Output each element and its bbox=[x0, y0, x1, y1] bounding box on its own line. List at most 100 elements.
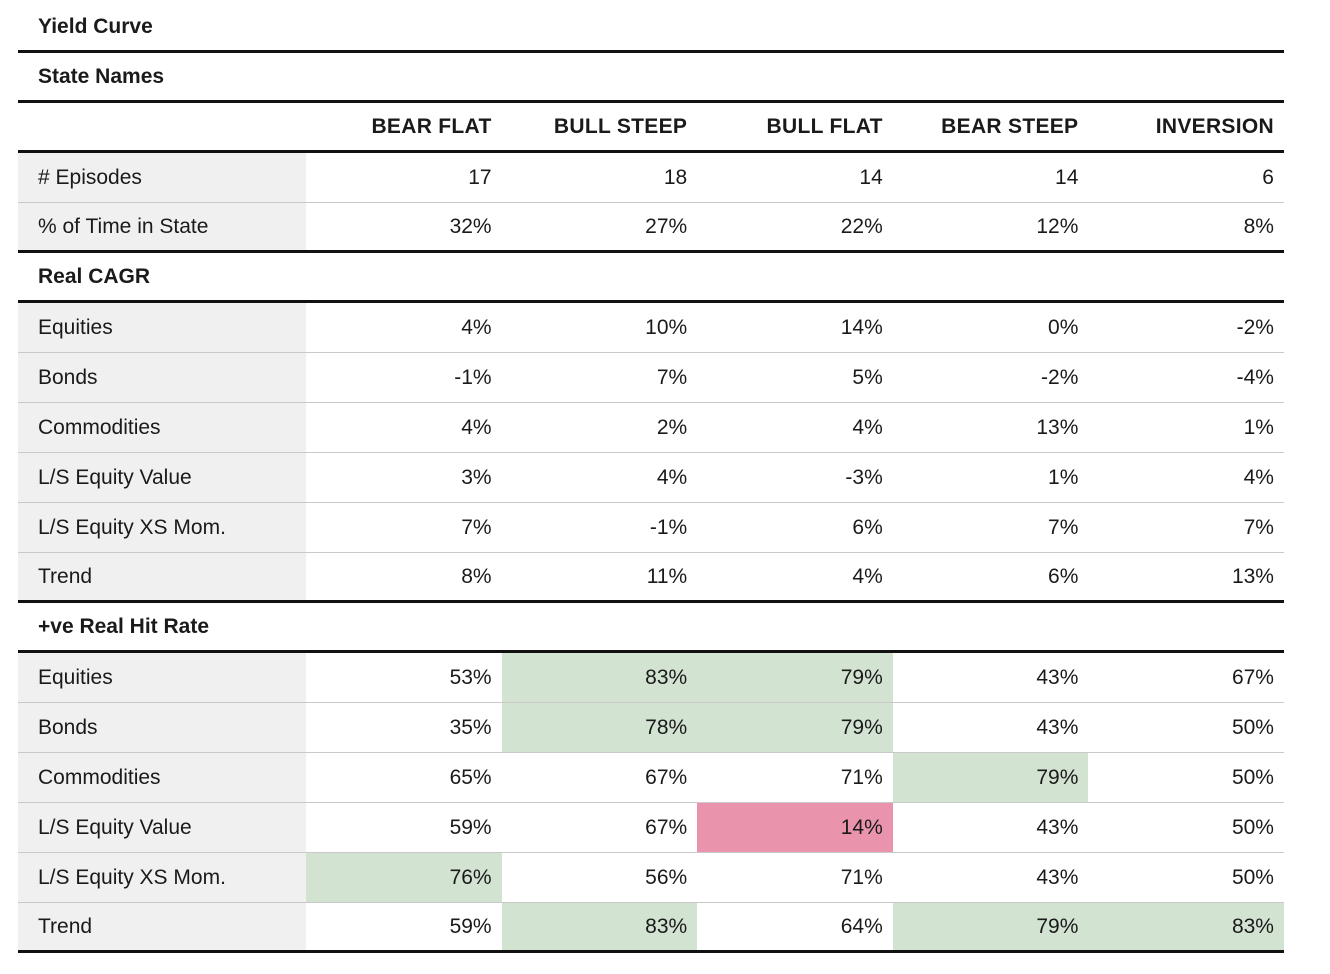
row-label: L/S Equity XS Mom. bbox=[18, 853, 306, 902]
column-header-bull-steep: BULL STEEP bbox=[553, 114, 688, 138]
value-cell-bull-steep: 56% bbox=[645, 865, 688, 889]
column-header-bear-steep: BEAR STEEP bbox=[941, 114, 1079, 138]
table-row: Commodities 65% 67% 71% 79% 50% bbox=[18, 753, 1284, 803]
value-cell-inversion: 8% bbox=[1243, 214, 1274, 238]
value-cell-inversion: 6 bbox=[1262, 165, 1274, 189]
section-title: +ve Real Hit Rate bbox=[38, 614, 209, 638]
row-label: Equities bbox=[18, 303, 306, 352]
value-cell-bear-flat: 65% bbox=[449, 765, 492, 789]
value-cell-inversion: 50% bbox=[1231, 815, 1274, 839]
value-cell-bear-steep: 12% bbox=[1036, 214, 1079, 238]
section-header-row: Real CAGR bbox=[18, 253, 1284, 303]
value-cell-bear-flat: 4% bbox=[461, 315, 492, 339]
value-cell-bull-steep: 4% bbox=[656, 465, 688, 489]
table-row: Bonds 35% 78% 79% 43% 50% bbox=[18, 703, 1284, 753]
value-cell-inversion: 4% bbox=[1243, 465, 1274, 489]
value-cell-bull-steep: 18 bbox=[663, 165, 688, 189]
value-cell-bull-flat: 6% bbox=[852, 515, 883, 539]
value-cell-inversion: -4% bbox=[1236, 365, 1274, 389]
column-header-row: BEAR FLAT BULL STEEP BULL FLAT BEAR STEE… bbox=[18, 103, 1284, 153]
value-cell-bull-flat: 4% bbox=[852, 415, 883, 439]
column-header-bear-flat: BEAR FLAT bbox=[371, 114, 492, 138]
value-cell-bear-flat: 7% bbox=[461, 515, 492, 539]
table-body: # Episodes 17 18 14 14 6 % of Time in State 32%… bbox=[18, 153, 1284, 953]
row-label: Commodities bbox=[18, 403, 306, 452]
value-cell-bear-flat: 53% bbox=[449, 665, 492, 689]
value-cell-bear-flat: 59% bbox=[449, 914, 492, 938]
value-cell-bull-steep: 67% bbox=[645, 765, 688, 789]
value-cell-inversion: 67% bbox=[1231, 665, 1274, 689]
value-cell-bull-flat: 5% bbox=[852, 365, 883, 389]
value-cell-bear-flat: 4% bbox=[461, 415, 492, 439]
section-title: Real CAGR bbox=[38, 264, 151, 288]
value-cell-bear-flat: -1% bbox=[454, 365, 492, 389]
value-cell-bull-flat: 79% bbox=[697, 703, 893, 752]
value-cell-bear-steep: 7% bbox=[1048, 515, 1079, 539]
value-cell-bull-steep: 10% bbox=[645, 315, 688, 339]
value-cell-inversion: 13% bbox=[1231, 564, 1274, 588]
value-cell-bull-flat: 79% bbox=[697, 653, 893, 702]
state-names-row: State Names bbox=[18, 53, 1284, 103]
value-cell-bull-flat: 14 bbox=[859, 165, 883, 189]
table-row: L/S Equity Value 59% 67% 14% 43% 50% bbox=[18, 803, 1284, 853]
value-cell-bear-steep: 6% bbox=[1048, 564, 1079, 588]
table-row: # Episodes 17 18 14 14 6 bbox=[18, 153, 1284, 203]
column-header-bull-flat: BULL FLAT bbox=[766, 114, 883, 138]
value-cell-inversion: 1% bbox=[1243, 415, 1274, 439]
table-row: % of Time in State 32% 27% 22% 12% 8% bbox=[18, 203, 1284, 253]
section-header-row: +ve Real Hit Rate bbox=[18, 603, 1284, 653]
value-cell-bear-steep: 1% bbox=[1048, 465, 1079, 489]
table-title: Yield Curve bbox=[38, 14, 153, 38]
table-row: Bonds -1% 7% 5% -2% -4% bbox=[18, 353, 1284, 403]
row-label: Trend bbox=[18, 553, 306, 600]
value-cell-bull-steep: 67% bbox=[645, 815, 688, 839]
value-cell-bull-steep: 83% bbox=[501, 903, 698, 950]
header-empty-cell bbox=[18, 103, 306, 150]
row-label: % of Time in State bbox=[18, 203, 306, 250]
value-cell-bull-flat: 14% bbox=[840, 315, 883, 339]
value-cell-inversion: 7% bbox=[1243, 515, 1274, 539]
row-label: L/S Equity Value bbox=[18, 453, 306, 502]
value-cell-bear-flat: 76% bbox=[306, 853, 502, 902]
table-row: Trend 59% 83% 64% 79% 83% bbox=[18, 903, 1284, 953]
value-cell-bull-flat: -3% bbox=[845, 465, 883, 489]
value-cell-bear-flat: 8% bbox=[461, 564, 492, 588]
row-label: Trend bbox=[18, 903, 306, 950]
value-cell-bear-flat: 59% bbox=[449, 815, 492, 839]
row-label: L/S Equity XS Mom. bbox=[18, 503, 306, 552]
yield-curve-table: Yield Curve State Names BEAR FLAT BULL S… bbox=[18, 3, 1284, 953]
value-cell-bear-flat: 17 bbox=[468, 165, 492, 189]
value-cell-bear-steep: 79% bbox=[892, 753, 1089, 802]
value-cell-bear-flat: 3% bbox=[461, 465, 492, 489]
value-cell-inversion: 50% bbox=[1231, 865, 1274, 889]
value-cell-bull-steep: 2% bbox=[656, 415, 688, 439]
value-cell-bull-steep: 27% bbox=[645, 214, 688, 238]
value-cell-bear-steep: 43% bbox=[1036, 865, 1079, 889]
value-cell-bear-flat: 35% bbox=[449, 715, 492, 739]
value-cell-bear-steep: -2% bbox=[1041, 365, 1079, 389]
value-cell-inversion: -2% bbox=[1236, 315, 1274, 339]
row-label: Bonds bbox=[18, 353, 306, 402]
value-cell-bull-steep: 78% bbox=[501, 703, 698, 752]
table-row: Trend 8% 11% 4% 6% 13% bbox=[18, 553, 1284, 603]
value-cell-bull-flat: 64% bbox=[840, 914, 883, 938]
table-row: L/S Equity XS Mom. 76% 56% 71% 43% 50% bbox=[18, 853, 1284, 903]
value-cell-bear-steep: 79% bbox=[892, 903, 1089, 950]
table-row: Commodities 4% 2% 4% 13% 1% bbox=[18, 403, 1284, 453]
value-cell-bull-steep: 11% bbox=[646, 564, 688, 588]
value-cell-inversion: 83% bbox=[1088, 903, 1284, 950]
table-row: L/S Equity Value 3% 4% -3% 1% 4% bbox=[18, 453, 1284, 503]
value-cell-bull-flat: 14% bbox=[697, 803, 893, 852]
value-cell-bull-steep: 7% bbox=[656, 365, 688, 389]
value-cell-bear-steep: 43% bbox=[1036, 815, 1079, 839]
value-cell-bull-flat: 22% bbox=[840, 214, 883, 238]
value-cell-bull-steep: -1% bbox=[649, 515, 688, 539]
value-cell-bull-flat: 71% bbox=[840, 865, 883, 889]
table-row: Equities 4% 10% 14% 0% -2% bbox=[18, 303, 1284, 353]
value-cell-bear-steep: 0% bbox=[1048, 315, 1079, 339]
value-cell-bear-flat: 32% bbox=[449, 214, 492, 238]
column-header-inversion: INVERSION bbox=[1155, 114, 1274, 138]
row-label: Equities bbox=[18, 653, 306, 702]
row-label: # Episodes bbox=[18, 153, 306, 202]
state-names-label: State Names bbox=[38, 64, 165, 88]
